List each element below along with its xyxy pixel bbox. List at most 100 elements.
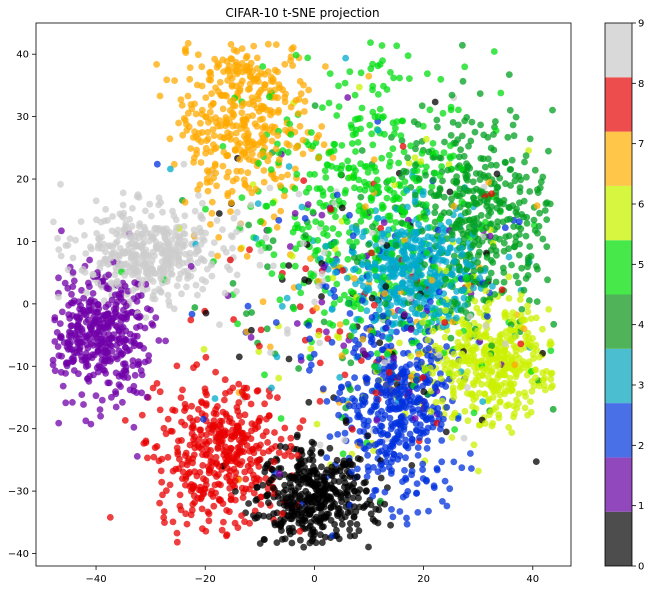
scatter-point-class-7	[207, 148, 215, 156]
scatter-point-class-4	[392, 241, 400, 249]
scatter-point-class-1	[81, 333, 89, 340]
scatter-point-class-9	[266, 184, 274, 192]
scatter-point-class-7	[234, 68, 242, 75]
scatter-point-class-2	[443, 343, 450, 350]
scatter-point-class-9	[149, 295, 157, 302]
scatter-point-class-6	[548, 369, 556, 377]
scatter-point-class-7	[239, 68, 247, 76]
scatter-point-class-7	[270, 213, 278, 221]
scatter-point-class-7	[240, 100, 248, 107]
scatter-point-class-4	[514, 279, 522, 287]
scatter-point-class-9	[173, 282, 181, 290]
scatter-point-class-7	[295, 110, 302, 117]
scatter-point-class-2	[363, 473, 371, 480]
scatter-point-class-8	[210, 423, 217, 431]
scatter-point-class-6	[500, 354, 508, 362]
scatter-point-class-5	[219, 143, 227, 150]
scatter-point-class-1	[78, 286, 85, 294]
scatter-point-class-0	[295, 503, 303, 511]
scatter-point-class-0	[301, 517, 309, 525]
scatter-point-class-2	[467, 450, 474, 457]
scatter-point-class-0	[302, 509, 309, 517]
scatter-point-class-0	[317, 531, 324, 539]
scatter-point-class-7	[227, 208, 234, 216]
scatter-point-class-1	[73, 323, 81, 331]
scatter-point-class-6	[200, 345, 208, 353]
scatter-point-class-3	[278, 302, 286, 310]
scatter-point-class-0	[331, 521, 338, 528]
scatter-point-class-7	[275, 106, 282, 114]
scatter-point-class-8	[207, 458, 215, 465]
scatter-point-class-7	[163, 76, 171, 84]
scatter-point-class-2	[363, 422, 371, 430]
scatter-point-class-8	[158, 478, 166, 486]
scatter-point-class-5	[458, 165, 465, 172]
scatter-point-class-9	[149, 234, 157, 242]
scatter-point-class-5	[308, 129, 315, 136]
scatter-point-class-7	[278, 173, 285, 181]
scatter-point-class-4	[542, 200, 550, 208]
scatter-point-class-8	[217, 429, 225, 437]
scatter-point-class-6	[442, 307, 449, 314]
scatter-point-class-5	[341, 79, 349, 87]
scatter-point-class-1	[86, 283, 93, 290]
scatter-point-class-5	[349, 322, 357, 330]
scatter-point-class-9	[163, 256, 171, 263]
scatter-point-class-6	[448, 434, 456, 441]
scatter-point-class-6	[459, 357, 466, 365]
scatter-point-class-9	[72, 236, 79, 244]
scatter-point-class-4	[524, 263, 531, 271]
scatter-point-class-2	[371, 441, 379, 449]
scatter-point-class-2	[389, 404, 396, 412]
scatter-point-class-1	[390, 354, 398, 362]
scatter-point-class-9	[55, 246, 63, 254]
scatter-point-class-5	[355, 176, 363, 184]
scatter-point-class-6	[481, 390, 488, 398]
scatter-point-class-8	[239, 494, 247, 501]
scatter-point-class-2	[333, 191, 341, 199]
scatter-point-class-1	[49, 356, 57, 364]
scatter-point-class-4	[453, 173, 460, 181]
scatter-point-class-7	[207, 76, 215, 84]
scatter-point-class-6	[466, 348, 474, 355]
scatter-point-class-2	[319, 385, 327, 393]
scatter-point-class-5	[291, 262, 299, 270]
scatter-point-class-4	[541, 207, 549, 214]
scatter-point-class-0	[232, 488, 239, 495]
scatter-point-class-8	[368, 249, 376, 257]
scatter-point-class-1	[401, 311, 408, 318]
scatter-point-class-5	[325, 149, 333, 157]
scatter-point-class-6	[511, 410, 518, 417]
scatter-point-class-7	[281, 60, 289, 68]
scatter-point-class-1	[82, 417, 90, 425]
scatter-point-class-7	[231, 146, 239, 154]
scatter-point-class-4	[455, 121, 462, 129]
scatter-point-class-1	[113, 342, 121, 349]
scatter-point-class-7	[315, 154, 322, 162]
colorbar-segment-8	[605, 77, 632, 132]
scatter-point-class-2	[425, 345, 432, 352]
scatter-point-class-6	[517, 346, 525, 353]
scatter-point-class-4	[505, 71, 513, 78]
scatter-point-class-6	[513, 405, 521, 412]
scatter-point-class-2	[370, 464, 377, 471]
scatter-point-class-9	[172, 246, 180, 254]
scatter-point-class-7	[268, 77, 275, 85]
colorbar-segment-9	[605, 23, 632, 78]
scatter-point-class-1	[293, 320, 301, 327]
scatter-point-class-2	[378, 346, 386, 354]
scatter-point-class-6	[512, 344, 520, 351]
scatter-point-class-0	[297, 536, 304, 544]
scatter-point-class-7	[318, 123, 326, 130]
scatter-point-class-9	[220, 245, 228, 252]
scatter-point-class-3	[428, 286, 435, 294]
scatter-point-class-8	[183, 520, 191, 528]
scatter-point-class-6	[512, 373, 520, 381]
scatter-point-class-3	[298, 203, 306, 211]
scatter-point-class-6	[335, 334, 343, 342]
scatter-point-class-0	[319, 479, 327, 487]
scatter-point-class-5	[258, 239, 266, 247]
scatter-point-class-7	[192, 110, 200, 118]
scatter-point-class-5	[374, 91, 382, 98]
scatter-point-class-7	[297, 90, 305, 98]
